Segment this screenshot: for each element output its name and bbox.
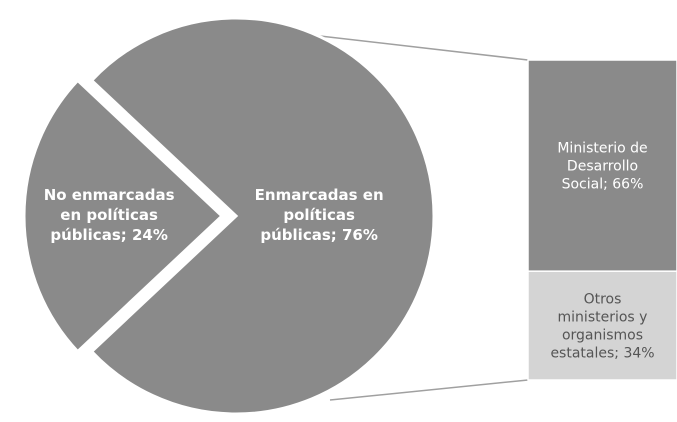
connector-line-bottom bbox=[329, 379, 529, 401]
bar-segment-2 bbox=[527, 270, 677, 381]
bar-segment-1 bbox=[527, 59, 677, 272]
pie bbox=[22, 16, 436, 416]
pie-slice-label-2: Enmarcadas en políticas públicas; 76% bbox=[255, 186, 384, 244]
bar-segment-label-1: Ministerio de Desarrollo Social; 66% bbox=[557, 141, 647, 193]
pie-slice-label-1: No enmarcadas en políticas públicas; 24% bbox=[44, 186, 175, 244]
connector-lines bbox=[319, 35, 529, 401]
pie-slice-1 bbox=[22, 78, 225, 354]
breakdown-bar bbox=[527, 59, 677, 381]
connector-line-top bbox=[319, 35, 529, 61]
data-labels: Ministerio de Desarrollo Social; 66% Otros m… bbox=[44, 141, 655, 362]
bar-segment-label-2: Otros ministerios y organismos estatales; 3… bbox=[550, 292, 654, 362]
pie-slice-2 bbox=[89, 16, 436, 416]
